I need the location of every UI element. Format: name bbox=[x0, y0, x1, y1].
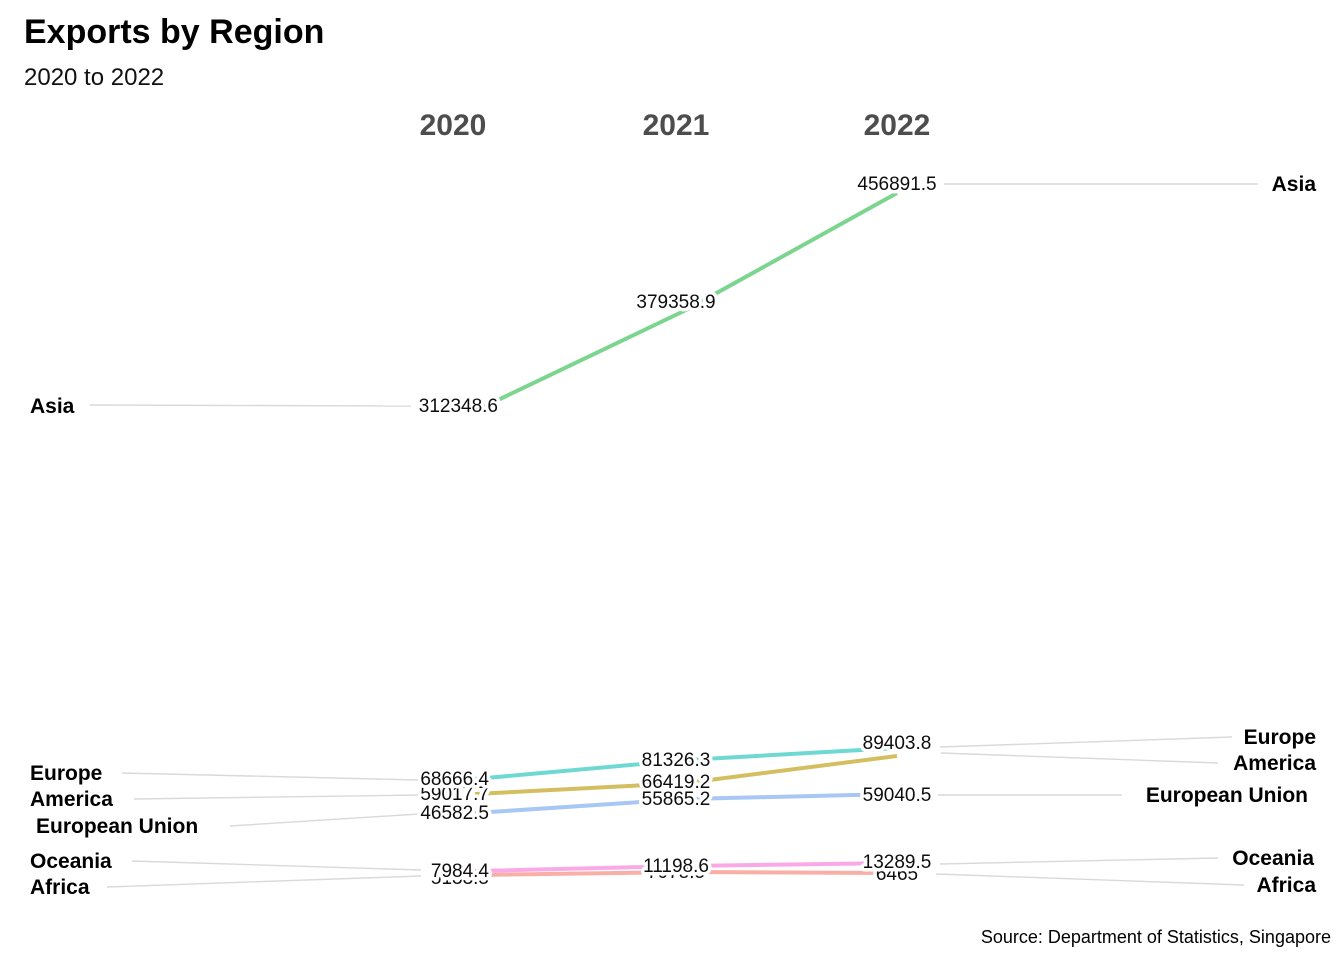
series-line-america bbox=[474, 754, 898, 796]
region-label-africa-right: Africa bbox=[1256, 874, 1316, 897]
series-line-europe bbox=[474, 746, 898, 781]
value-label-europe-2020: 68666.4 bbox=[420, 769, 489, 790]
region-label-europe-left: Europe bbox=[30, 762, 102, 785]
value-label-oceania-2020: 7984.4 bbox=[431, 861, 490, 882]
value-label-asia-2020: 312348.6 bbox=[419, 396, 498, 417]
chart-subtitle: 2020 to 2022 bbox=[24, 64, 164, 91]
region-label-europe-right: Europe bbox=[1244, 726, 1316, 749]
leader-line-africa-right bbox=[935, 873, 1245, 886]
region-label-asia-right: Asia bbox=[1272, 173, 1317, 196]
source-caption: Source: Department of Statistics, Singap… bbox=[981, 927, 1331, 947]
leader-line-asia-left bbox=[89, 404, 412, 407]
leader-line-european-union-left bbox=[229, 813, 420, 827]
value-label-america-2021: 66419.2 bbox=[642, 772, 711, 793]
axis-tick-2022: 2022 bbox=[864, 109, 931, 142]
axis-tick-2020: 2020 bbox=[420, 109, 487, 142]
region-label-africa-left: Africa bbox=[30, 876, 90, 899]
value-label-european-union-2022: 59040.5 bbox=[863, 785, 932, 806]
region-label-america-left: America bbox=[30, 788, 113, 811]
value-label-oceania-2022: 13289.5 bbox=[863, 852, 932, 873]
axis-tick-2021: 2021 bbox=[643, 109, 710, 142]
value-label-asia-2022: 456891.5 bbox=[857, 174, 936, 195]
leader-line-africa-left bbox=[106, 875, 422, 888]
region-label-asia-left: Asia bbox=[30, 395, 75, 418]
value-label-africa-2021: 7078.5 bbox=[647, 862, 705, 883]
leader-line-america-right bbox=[940, 752, 1219, 764]
region-label-european-union-right: European Union bbox=[1146, 784, 1308, 807]
value-label-africa-2020: 5133.5 bbox=[431, 868, 489, 889]
value-label-europe-2022: 89403.8 bbox=[863, 733, 932, 754]
leader-line-europe-right bbox=[939, 736, 1233, 748]
value-label-america-2020: 59017.7 bbox=[420, 784, 489, 805]
leader-line-oceania-left bbox=[131, 860, 422, 871]
value-label-european-union-2021: 55865.2 bbox=[642, 789, 711, 810]
series-line-oceania bbox=[474, 861, 898, 873]
series-line-africa bbox=[474, 870, 898, 877]
value-label-africa-2022: 6465 bbox=[876, 864, 918, 885]
value-label-asia-2021: 379358.9 bbox=[636, 292, 715, 313]
chart-title: Exports by Region bbox=[24, 13, 324, 51]
region-label-america-right: America bbox=[1233, 752, 1316, 775]
series-line-european-union bbox=[474, 792, 898, 815]
region-label-oceania-right: Oceania bbox=[1232, 847, 1314, 870]
leader-line-america-left bbox=[133, 794, 420, 800]
value-label-european-union-2020: 46582.5 bbox=[420, 803, 489, 824]
value-label-europe-2021: 81326.3 bbox=[642, 750, 711, 771]
region-label-european-union-left: European Union bbox=[36, 815, 198, 838]
region-label-oceania-left: Oceania bbox=[30, 850, 112, 873]
leader-line-europe-left bbox=[121, 772, 420, 781]
value-label-oceania-2021: 11198.6 bbox=[643, 856, 709, 877]
leader-line-oceania-right bbox=[939, 857, 1219, 865]
series-line-asia bbox=[474, 191, 898, 413]
